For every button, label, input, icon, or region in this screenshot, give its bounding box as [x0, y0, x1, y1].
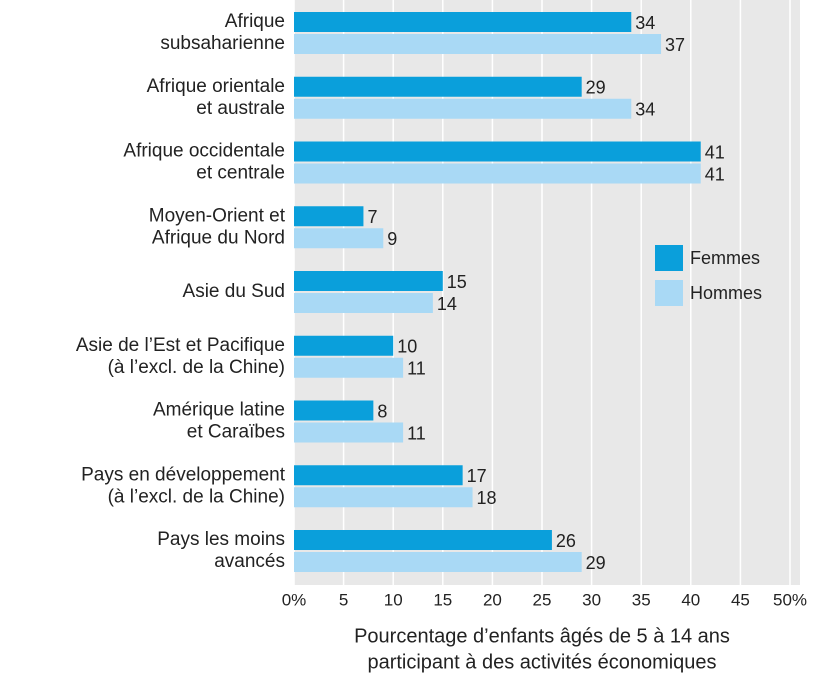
bar [294, 530, 552, 550]
bar [294, 163, 701, 184]
value-label: 10 [397, 337, 417, 357]
category-label: et centrale [196, 163, 285, 184]
category-label: Asie du Sud [183, 281, 285, 302]
value-label: 37 [665, 35, 685, 55]
bar [294, 271, 443, 291]
category-label: et australe [196, 98, 285, 119]
bar [294, 422, 404, 443]
category-label: subsaharienne [160, 33, 285, 54]
value-label: 41 [705, 164, 725, 184]
legend-swatch [655, 280, 683, 306]
x-tick-label: 10 [384, 590, 403, 609]
value-label: 29 [586, 78, 606, 98]
x-tick-label: 35 [632, 590, 651, 609]
x-tick-label: 50% [773, 590, 807, 609]
category-label: Afrique orientale [147, 76, 285, 97]
category-label: (à l’excl. de la Chine) [108, 357, 285, 378]
bar [294, 228, 384, 249]
category-label: Pays les moins [157, 529, 285, 550]
bar [294, 12, 632, 32]
value-label: 34 [635, 100, 655, 120]
bar [294, 465, 463, 486]
category-label: Moyen-Orient et [149, 205, 286, 226]
category-label: Afrique du Nord [152, 227, 285, 248]
value-label: 9 [387, 229, 397, 249]
legend-swatch [655, 245, 683, 271]
x-tick-label: 0% [282, 590, 307, 609]
category-label: Afrique occidentale [123, 141, 285, 162]
x-tick-label: 45 [731, 590, 750, 609]
x-axis-label: participant à des activités économiques [367, 651, 716, 673]
category-label: et Caraïbes [187, 422, 285, 443]
x-axis-label: Pourcentage d’enfants âgés de 5 à 14 ans [354, 625, 730, 647]
bar [294, 487, 473, 508]
bar [294, 141, 701, 162]
category-label: (à l’excl. de la Chine) [108, 486, 285, 507]
category-label: Pays en développement [81, 464, 286, 485]
x-tick-label: 40 [681, 590, 700, 609]
bar [294, 34, 662, 54]
bar [294, 552, 582, 572]
category-label: Asie de l’Est et Pacifique [76, 335, 285, 356]
value-label: 17 [467, 466, 487, 486]
x-tick-label: 5 [339, 590, 348, 609]
value-label: 11 [407, 423, 426, 443]
value-label: 15 [447, 272, 467, 292]
x-tick-label: 20 [483, 590, 502, 609]
x-tick-label: 25 [533, 590, 552, 609]
value-label: 8 [377, 401, 387, 421]
value-label: 41 [705, 142, 725, 162]
category-label: Amérique latine [153, 400, 285, 421]
bar [294, 357, 404, 378]
bar [294, 76, 582, 97]
x-tick-label: 30 [582, 590, 601, 609]
bar [294, 98, 632, 119]
x-tick-label: 15 [433, 590, 452, 609]
value-label: 14 [437, 294, 457, 314]
value-label: 26 [556, 531, 576, 551]
value-label: 11 [407, 359, 426, 379]
legend-label: Hommes [690, 283, 762, 303]
value-label: 18 [477, 488, 497, 508]
legend-label: Femmes [690, 248, 760, 268]
bar [294, 293, 433, 313]
bar [294, 206, 364, 227]
bar [294, 335, 394, 356]
bar [294, 400, 374, 421]
value-label: 7 [367, 207, 377, 227]
category-label: Afrique [225, 11, 285, 32]
value-label: 29 [586, 553, 606, 573]
value-label: 34 [635, 13, 655, 33]
category-label: avancés [214, 551, 285, 572]
